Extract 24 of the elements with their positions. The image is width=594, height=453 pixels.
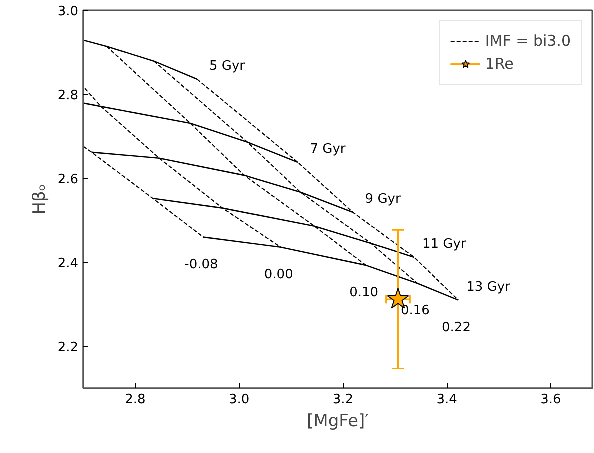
y-tick-label: 2.8 [58, 88, 79, 104]
legend-label: IMF = bi3.0 [485, 32, 571, 50]
x-tick-label: 3.0 [228, 392, 250, 408]
y-axis-title: Hβₒ [30, 184, 50, 215]
annotation: 13 Gyr [466, 280, 512, 295]
y-tick-label: 2.2 [58, 340, 79, 356]
y-tick-label: 3.0 [58, 4, 79, 20]
y-tick-label: 2.4 [58, 256, 79, 272]
annotation: 9 Gyr [365, 192, 402, 208]
legend-label: 1Re [485, 55, 514, 73]
annotation: 7 Gyr [310, 142, 346, 158]
annotation: 0.10 [350, 285, 379, 300]
annotation: 0.00 [264, 267, 294, 282]
x-tick-label: 3.2 [332, 392, 354, 408]
y-tick-label: 2.6 [58, 172, 79, 188]
annotation: 11 Gyr [422, 236, 467, 252]
x-axis-title: [MgFe]′ [307, 412, 370, 432]
annotation: 0.16 [400, 304, 430, 318]
annotation: 0.22 [442, 320, 471, 336]
annotation: -0.08 [184, 257, 218, 272]
x-tick-label: 2.8 [125, 392, 146, 408]
x-tick-label: 3.4 [436, 392, 458, 408]
x-tick-label: 3.6 [540, 392, 562, 408]
annotation: 5 Gyr [209, 58, 246, 74]
